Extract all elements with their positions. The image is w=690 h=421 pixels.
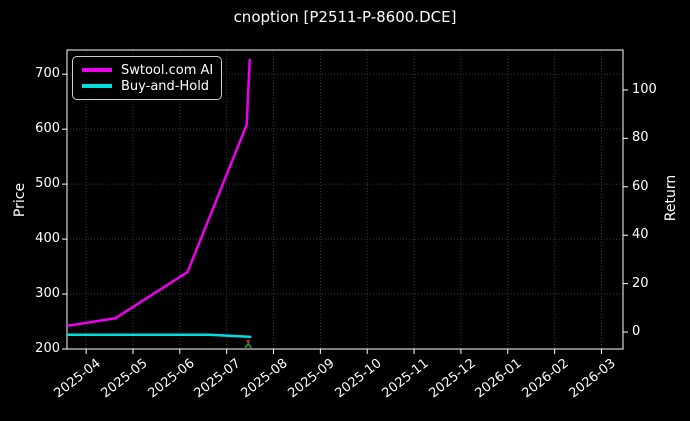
y-tick-label-left: 600 (35, 121, 60, 137)
legend-item-swtool: Swtool.com AI (82, 62, 214, 78)
series-line-swtool-com-ai (66, 58, 252, 328)
y-tick-label-left: 300 (35, 286, 60, 302)
y-axis-label-left: Price (12, 182, 28, 218)
legend-swatch-swtool (82, 68, 112, 72)
y-tick-label-right: 60 (632, 178, 649, 194)
y-tick-label-right: 100 (632, 81, 657, 97)
y-tick-label-right: 40 (632, 227, 649, 243)
legend-label-swtool: Swtool.com AI (121, 62, 214, 78)
y-tick-label-right: 20 (632, 275, 649, 291)
legend-swatch-buyhold (82, 84, 112, 88)
y-tick-label-left: 700 (35, 66, 60, 82)
chart-title: cnoption [P2511-P-8600.DCE] (233, 8, 457, 26)
y-tick-label-left: 500 (35, 176, 60, 192)
sell-marker (246, 339, 250, 343)
series-line-buy-and-hold (67, 333, 252, 339)
buy-marker (244, 342, 252, 349)
legend-item-buyhold: Buy-and-Hold (82, 78, 211, 94)
y-tick-label-right: 0 (632, 324, 641, 340)
y-tick-label-left: 200 (35, 341, 60, 356)
legend: Swtool.com AI Buy-and-Hold (72, 56, 222, 100)
legend-label-buyhold: Buy-and-Hold (121, 78, 210, 94)
y-tick-label-left: 400 (35, 231, 60, 247)
axes-spines (66, 49, 624, 350)
y-axis-label-right: Return (663, 174, 679, 222)
y-tick-label-right: 80 (632, 130, 649, 146)
